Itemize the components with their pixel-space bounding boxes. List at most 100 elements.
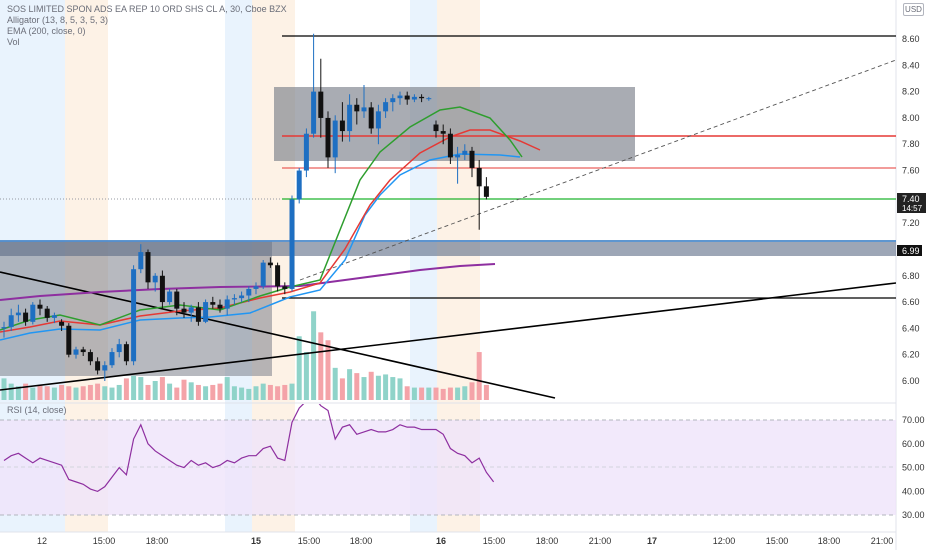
candle-body (411, 96, 417, 100)
candle-body (195, 307, 201, 322)
price-tick-label: 7.80 (902, 139, 920, 149)
volume-bar (152, 381, 158, 400)
volume-bar (66, 386, 72, 400)
candle-body (145, 252, 151, 283)
price-tick-label: 8.40 (902, 60, 920, 70)
symbol-title: SOS LIMITED SPON ADS EA REP 10 ORD SHS C… (7, 4, 287, 14)
rsi-tick-label: 60.00 (902, 439, 925, 449)
candle-body (44, 308, 50, 318)
candle-body (159, 275, 165, 303)
currency-badge[interactable]: USD (903, 3, 924, 16)
volume-bar (296, 336, 302, 400)
time-tick-label: 18:00 (350, 536, 373, 546)
volume-bar (59, 384, 65, 400)
candle-body (73, 349, 79, 355)
candle-body (188, 307, 194, 313)
volume-bar (275, 386, 281, 400)
last-price-badge (897, 193, 926, 213)
alligator-legend[interactable]: Alligator (13, 8, 5, 3, 5, 3) (7, 15, 109, 25)
candle-body (152, 275, 158, 283)
price-tick-label: 8.60 (902, 34, 920, 44)
candle-body (80, 349, 86, 353)
volume-bar (426, 387, 432, 400)
volume-bar (210, 384, 216, 400)
candle-body (311, 91, 317, 134)
candle-body (217, 304, 223, 309)
ema-legend[interactable]: EMA (200, close, 0) (7, 26, 86, 36)
candle-body (1, 327, 7, 329)
candle-body (455, 154, 461, 158)
candle-body (123, 344, 129, 362)
volume-bar (23, 383, 29, 400)
price-tick-label: 8.00 (902, 113, 920, 123)
volume-bar (469, 382, 475, 400)
volume-bar (390, 377, 396, 400)
volume-bar (339, 378, 345, 400)
candle-body (296, 170, 302, 200)
volume-bar (311, 311, 317, 400)
candle-body (325, 117, 331, 158)
volume-bar (383, 374, 389, 400)
volume-bar (109, 387, 115, 400)
rsi-tick-label: 70.00 (902, 415, 925, 425)
candle-body (469, 150, 475, 168)
time-tick-label: 21:00 (589, 536, 612, 546)
ema-200-line (0, 263, 496, 301)
time-tick-label: 15:00 (93, 536, 116, 546)
candle-body (433, 124, 439, 132)
candle-body (174, 291, 180, 309)
volume-bar (455, 387, 461, 400)
candle-body (246, 288, 252, 296)
candle-body (375, 111, 381, 129)
volume-bar (397, 378, 403, 400)
price-tick-label: 6.20 (902, 350, 920, 360)
volume-bar (102, 386, 108, 400)
candle-body (224, 299, 230, 309)
volume-bar (419, 387, 425, 400)
volume-bar (440, 388, 446, 400)
volume-bar (447, 387, 453, 400)
candle-body (59, 321, 65, 326)
volume-bar (411, 387, 417, 400)
volume-bar (145, 384, 151, 400)
volume-bar (159, 377, 165, 400)
rsi-legend[interactable]: RSI (14, close) (7, 405, 67, 415)
candle-body (210, 302, 216, 305)
price-tick-label: 7.20 (902, 218, 920, 228)
volume-bar (80, 386, 86, 400)
volume-bar (44, 386, 50, 400)
volume-bar (483, 384, 489, 400)
candle-body (253, 286, 259, 289)
candle-body (347, 104, 353, 132)
rsi-tick-label: 40.00 (902, 486, 925, 496)
candle-body (368, 107, 374, 129)
candle-body (66, 325, 72, 355)
candle-body (116, 344, 122, 353)
volume-bar (267, 384, 273, 400)
candle-body (23, 312, 29, 322)
volume-legend[interactable]: Vol (7, 37, 20, 47)
candle-body (30, 304, 36, 322)
candle-body (483, 186, 489, 197)
time-tick-label: 15:00 (298, 536, 321, 546)
volume-bar (253, 386, 259, 400)
volume-bar (325, 340, 331, 400)
volume-bar (73, 387, 79, 400)
time-tick-label: 18:00 (818, 536, 841, 546)
candle-body (462, 150, 468, 155)
time-tick-label: 17 (647, 536, 657, 546)
candle-body (109, 352, 115, 366)
candle-body (95, 361, 101, 371)
price-tick-label: 6.80 (902, 271, 920, 281)
rsi-line (3, 404, 495, 493)
candle-body (138, 252, 144, 270)
candle-body (131, 269, 137, 362)
volume-bar (318, 332, 324, 400)
candle-body (203, 302, 209, 322)
candle-body (426, 98, 432, 100)
volume-bar (30, 387, 36, 400)
volume-bar (51, 387, 57, 400)
volume-bar (37, 384, 43, 400)
candle-body (231, 298, 237, 300)
